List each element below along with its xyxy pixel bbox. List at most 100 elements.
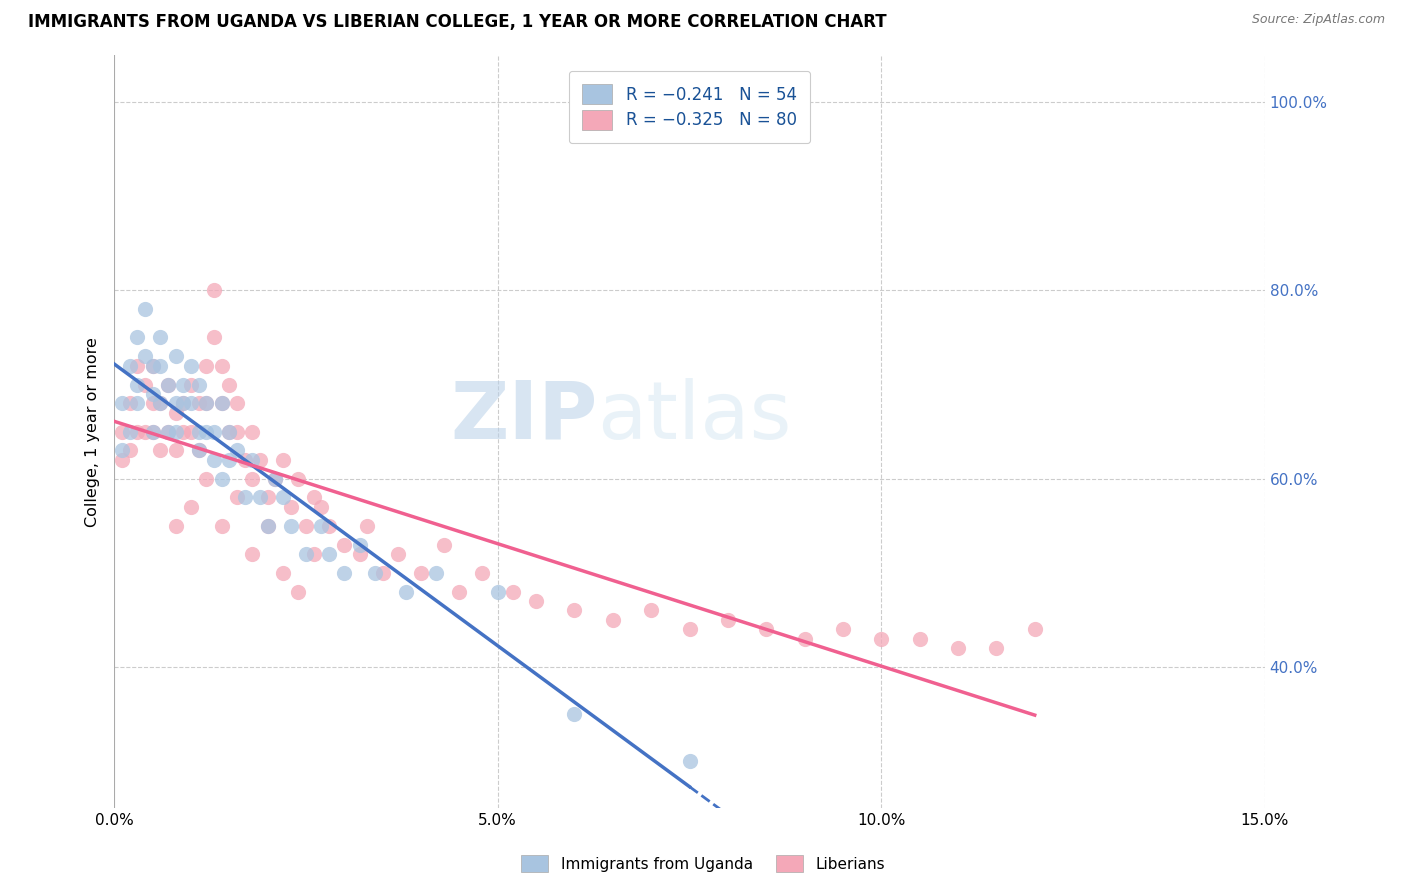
Point	[280, 518, 302, 533]
Point	[156, 425, 179, 439]
Point	[226, 425, 249, 439]
Point	[356, 518, 378, 533]
Point	[425, 566, 447, 580]
Point	[141, 387, 163, 401]
Point	[134, 377, 156, 392]
Point	[172, 396, 194, 410]
Point	[149, 396, 172, 410]
Point	[226, 443, 249, 458]
Point	[233, 453, 256, 467]
Point	[180, 425, 202, 439]
Point	[149, 443, 172, 458]
Point	[111, 396, 134, 410]
Point	[678, 754, 700, 768]
Point	[211, 472, 233, 486]
Point	[249, 491, 271, 505]
Point	[318, 518, 340, 533]
Point	[364, 566, 387, 580]
Point	[295, 547, 318, 561]
Point	[226, 396, 249, 410]
Point	[264, 472, 287, 486]
Point	[946, 641, 969, 656]
Point	[156, 377, 179, 392]
Point	[211, 518, 233, 533]
Point	[127, 425, 149, 439]
Point	[986, 641, 1008, 656]
Point	[187, 443, 209, 458]
Point	[233, 491, 256, 505]
Point	[111, 453, 134, 467]
Point	[333, 566, 356, 580]
Point	[202, 330, 225, 344]
Point	[195, 359, 218, 373]
Point	[333, 537, 356, 551]
Point	[564, 603, 586, 617]
Point	[195, 396, 218, 410]
Point	[502, 584, 524, 599]
Y-axis label: College, 1 year or more: College, 1 year or more	[86, 336, 100, 526]
Point	[471, 566, 494, 580]
Point	[602, 613, 624, 627]
Text: Source: ZipAtlas.com: Source: ZipAtlas.com	[1251, 13, 1385, 27]
Point	[165, 406, 187, 420]
Point	[409, 566, 432, 580]
Point	[118, 396, 141, 410]
Point	[127, 377, 149, 392]
Point	[111, 425, 134, 439]
Point	[165, 443, 187, 458]
Point	[226, 491, 249, 505]
Point	[172, 425, 194, 439]
Point	[256, 518, 278, 533]
Point	[149, 330, 172, 344]
Point	[433, 537, 456, 551]
Point	[870, 632, 893, 646]
Point	[118, 359, 141, 373]
Point	[165, 349, 187, 363]
Point	[240, 425, 263, 439]
Point	[218, 425, 240, 439]
Point	[134, 349, 156, 363]
Point	[280, 500, 302, 514]
Point	[149, 396, 172, 410]
Point	[287, 472, 309, 486]
Point	[156, 425, 179, 439]
Point	[1024, 622, 1046, 636]
Point	[908, 632, 931, 646]
Point	[832, 622, 855, 636]
Point	[202, 425, 225, 439]
Legend: Immigrants from Uganda, Liberians: Immigrants from Uganda, Liberians	[513, 847, 893, 880]
Point	[141, 425, 163, 439]
Point	[395, 584, 418, 599]
Point	[127, 330, 149, 344]
Point	[524, 594, 547, 608]
Point	[349, 537, 371, 551]
Text: ZIP: ZIP	[450, 377, 598, 456]
Point	[165, 425, 187, 439]
Point	[249, 453, 271, 467]
Point	[187, 377, 209, 392]
Point	[211, 396, 233, 410]
Point	[202, 284, 225, 298]
Point	[211, 396, 233, 410]
Point	[302, 547, 325, 561]
Point	[240, 472, 263, 486]
Point	[195, 472, 218, 486]
Point	[134, 425, 156, 439]
Point	[218, 377, 240, 392]
Point	[127, 359, 149, 373]
Point	[172, 396, 194, 410]
Point	[678, 622, 700, 636]
Point	[180, 396, 202, 410]
Point	[256, 491, 278, 505]
Point	[187, 443, 209, 458]
Point	[111, 443, 134, 458]
Point	[118, 443, 141, 458]
Point	[195, 396, 218, 410]
Legend: R = −0.241   N = 54, R = −0.325   N = 80: R = −0.241 N = 54, R = −0.325 N = 80	[569, 71, 810, 143]
Point	[271, 566, 294, 580]
Point	[134, 302, 156, 317]
Point	[311, 518, 333, 533]
Point	[256, 518, 278, 533]
Point	[141, 359, 163, 373]
Point	[211, 359, 233, 373]
